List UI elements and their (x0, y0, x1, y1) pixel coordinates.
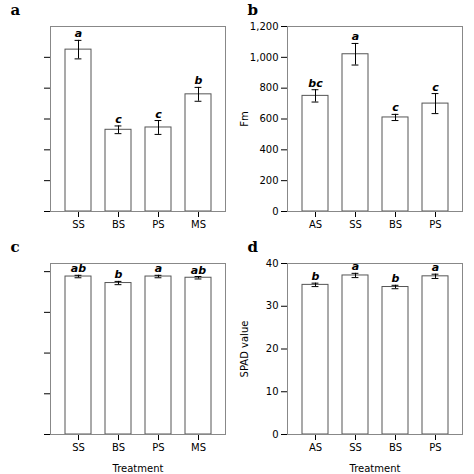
svg-text:BS: BS (112, 219, 125, 230)
svg-text:c: c (115, 113, 122, 126)
svg-text:40: 40 (266, 258, 279, 269)
svg-text:ab: ab (71, 262, 86, 275)
svg-text:Treatment: Treatment (112, 463, 164, 474)
svg-text:PS: PS (429, 219, 441, 230)
svg-text:400: 400 (259, 144, 278, 155)
svg-text:SS: SS (72, 442, 85, 453)
svg-text:10: 10 (266, 386, 279, 397)
svg-text:c: c (155, 108, 162, 121)
svg-text:ab: ab (191, 264, 206, 277)
svg-text:a: a (352, 30, 359, 43)
svg-text:Treatment: Treatment (349, 463, 401, 474)
svg-text:0: 0 (272, 206, 278, 217)
svg-text:SS: SS (349, 442, 362, 453)
svg-text:c: c (392, 101, 399, 114)
svg-text:BS: BS (389, 442, 402, 453)
svg-text:SS: SS (349, 219, 362, 230)
svg-text:a: a (155, 262, 162, 275)
svg-text:30: 30 (266, 300, 279, 311)
svg-text:20: 20 (266, 343, 279, 354)
svg-text:b: b (115, 268, 123, 281)
svg-text:600: 600 (259, 113, 278, 124)
svg-text:PS: PS (152, 219, 164, 230)
svg-text:BS: BS (112, 442, 125, 453)
svg-text:Fm: Fm (239, 111, 250, 127)
svg-text:a: a (352, 260, 359, 273)
svg-text:800: 800 (259, 82, 278, 93)
svg-text:SPAD value: SPAD value (239, 321, 250, 378)
svg-text:d: d (248, 238, 259, 256)
svg-text:b: b (392, 272, 400, 285)
svg-text:SS: SS (72, 219, 85, 230)
svg-text:BS: BS (389, 219, 402, 230)
svg-text:PS: PS (429, 442, 441, 453)
svg-text:bc: bc (308, 77, 323, 90)
svg-text:c: c (432, 81, 439, 94)
svg-text:AS: AS (309, 442, 322, 453)
svg-text:MS: MS (191, 442, 206, 453)
svg-text:c: c (11, 238, 20, 256)
svg-text:1,200: 1,200 (250, 21, 279, 32)
svg-text:b: b (248, 1, 259, 19)
svg-text:a: a (11, 1, 21, 19)
svg-text:1,000: 1,000 (250, 52, 279, 63)
svg-text:b: b (312, 270, 320, 283)
svg-text:200: 200 (259, 175, 278, 186)
svg-text:b: b (195, 74, 203, 87)
svg-text:PS: PS (152, 442, 164, 453)
svg-text:MS: MS (191, 219, 206, 230)
svg-text:a: a (75, 27, 82, 40)
svg-text:0: 0 (272, 429, 278, 440)
svg-text:a: a (432, 261, 439, 274)
svg-text:AS: AS (309, 219, 322, 230)
